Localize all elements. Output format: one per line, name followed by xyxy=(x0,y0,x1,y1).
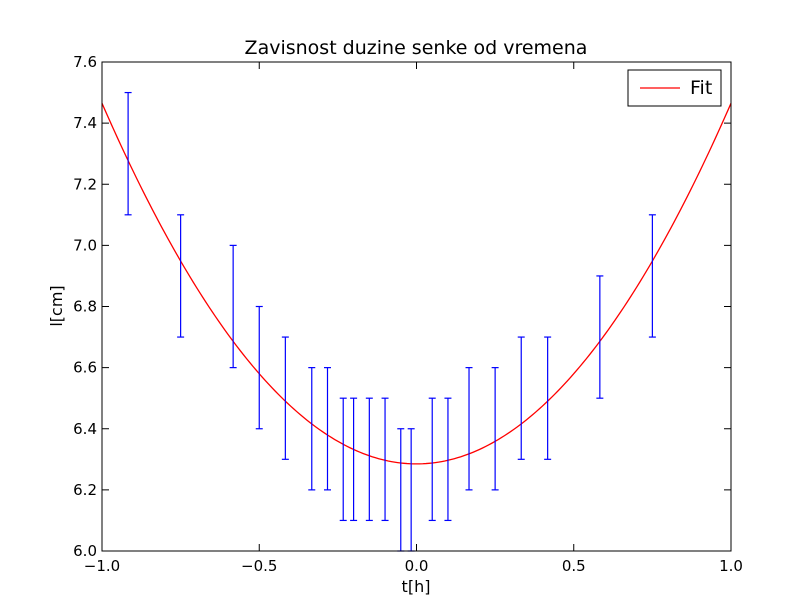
fit-curve xyxy=(101,102,732,465)
x-tick-label: −1.0 xyxy=(84,557,120,575)
legend: Fit xyxy=(627,69,722,107)
error-bar xyxy=(491,367,499,491)
error-bar xyxy=(596,275,604,399)
error-bar xyxy=(229,244,237,369)
y-tick-label: 6.0 xyxy=(73,542,97,560)
y-tick-label: 7.4 xyxy=(73,114,97,132)
error-bar xyxy=(444,397,452,522)
error-bar xyxy=(177,214,185,338)
y-tick-label: 6.6 xyxy=(73,359,97,377)
error-bar xyxy=(255,305,263,430)
error-bar xyxy=(323,367,331,491)
x-tick-label: −0.5 xyxy=(241,557,277,575)
error-bar xyxy=(648,214,656,338)
error-bar xyxy=(339,397,347,522)
error-bar xyxy=(428,397,436,522)
x-tick-label: 0.5 xyxy=(562,557,586,575)
error-bar xyxy=(465,367,473,491)
x-tick-label: 0.0 xyxy=(405,557,429,575)
error-bar xyxy=(308,367,316,491)
plot-area xyxy=(101,91,732,552)
error-bar xyxy=(281,336,289,460)
y-tick-label: 6.8 xyxy=(73,298,97,316)
y-tick-label: 7.6 xyxy=(73,53,97,71)
y-tick-label: 7.0 xyxy=(73,236,97,254)
y-axis-label: l[cm] xyxy=(47,285,66,326)
chart-title: Zavisnost duzine senke od vremena xyxy=(245,37,588,59)
axis-ticks: −1.0 −0.5 0.0 0.5 1.0 6.0 6.2 6.4 6.6 6.8 7.0 7.2 7.… xyxy=(73,53,743,575)
x-tick-label: 1.0 xyxy=(719,557,743,575)
error-bar xyxy=(124,91,132,216)
y-tick-label: 6.4 xyxy=(73,420,97,438)
x-axis-label: t[h] xyxy=(402,577,431,596)
error-bar xyxy=(517,336,525,460)
y-tick-label: 6.2 xyxy=(73,481,97,499)
legend-fit-label: Fit xyxy=(690,77,712,99)
error-bar xyxy=(350,397,358,522)
error-bar xyxy=(544,336,552,460)
error-bar xyxy=(381,397,389,522)
y-tick-label: 7.2 xyxy=(73,175,97,193)
error-bar xyxy=(365,397,373,522)
